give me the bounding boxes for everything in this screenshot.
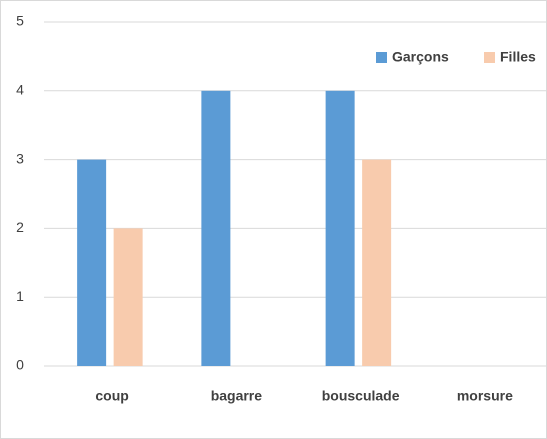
bar	[201, 90, 231, 367]
x-tick-label: morsure	[457, 388, 513, 404]
y-tick-label: 2	[16, 219, 24, 235]
bar	[113, 228, 143, 366]
x-tick-label: bagarre	[211, 388, 263, 404]
y-tick-label: 1	[16, 288, 24, 304]
y-tick-label: 0	[16, 357, 24, 373]
y-tick-label: 5	[16, 13, 24, 29]
bar	[362, 159, 392, 366]
x-tick-label: bousculade	[322, 388, 400, 404]
bar	[77, 159, 107, 366]
bar	[325, 90, 355, 367]
x-tick-label: coup	[95, 388, 128, 404]
y-tick-label: 4	[16, 82, 24, 98]
legend-label: Filles	[500, 49, 536, 65]
legend-swatch	[376, 52, 387, 63]
y-tick-label: 3	[16, 150, 24, 166]
legend-label: Garçons	[392, 49, 449, 65]
legend-swatch	[484, 52, 495, 63]
